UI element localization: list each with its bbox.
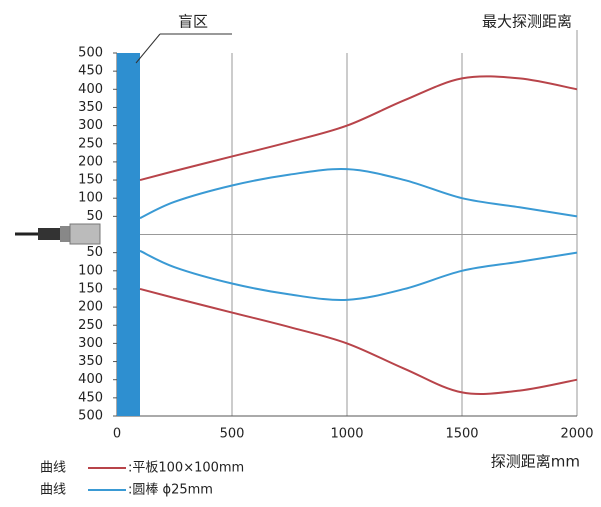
- blind-zone: [117, 53, 140, 416]
- sensor-icon: [15, 223, 101, 245]
- y-tick-label: 300: [78, 336, 103, 351]
- y-tick-label: 200: [78, 300, 103, 315]
- y-tick-label: 400: [78, 82, 103, 97]
- y-tick-label: 300: [78, 118, 103, 133]
- y-tick-label: 350: [78, 100, 103, 115]
- y-tick-label: 150: [78, 173, 103, 188]
- y-tick-label: 400: [78, 372, 103, 387]
- y-tick-label: 250: [78, 136, 103, 151]
- y-tick-label: 350: [78, 354, 103, 369]
- legend-label: :圆棒 ɸ25mm: [128, 483, 213, 498]
- y-tick-label: 50: [86, 209, 103, 224]
- y-tick-label: 50: [86, 245, 103, 260]
- y-tick-label: 500: [78, 46, 103, 61]
- legend-prefix: 曲线: [40, 461, 66, 476]
- legend-label: :平板100×100mm: [128, 461, 244, 476]
- chart-title: 最大探测距离: [482, 13, 572, 31]
- blind-zone-label: 盲区: [178, 13, 208, 31]
- curve: [139, 75, 578, 182]
- curve: [139, 287, 578, 395]
- x-tick-label: 500: [220, 427, 245, 442]
- legend-prefix: 曲线: [40, 483, 66, 498]
- y-tick-label: 450: [78, 390, 103, 405]
- y-tick-label: 150: [78, 281, 103, 296]
- y-tick-label: 500: [78, 409, 103, 424]
- x-tick-label: 0: [113, 427, 121, 442]
- y-tick-label: 250: [78, 318, 103, 333]
- blind-zone-leader: [135, 33, 161, 64]
- curve: [139, 249, 578, 301]
- x-tick-label: 2000: [560, 427, 593, 442]
- y-tick-label: 200: [78, 154, 103, 169]
- x-axis-label: 探测距离mm: [491, 453, 580, 471]
- y-tick-label: 100: [78, 191, 103, 206]
- x-tick-label: 1500: [445, 427, 478, 442]
- x-tick-label: 1000: [330, 427, 363, 442]
- curve: [139, 168, 578, 220]
- y-tick-label: 100: [78, 263, 103, 278]
- y-tick-label: 450: [78, 64, 103, 79]
